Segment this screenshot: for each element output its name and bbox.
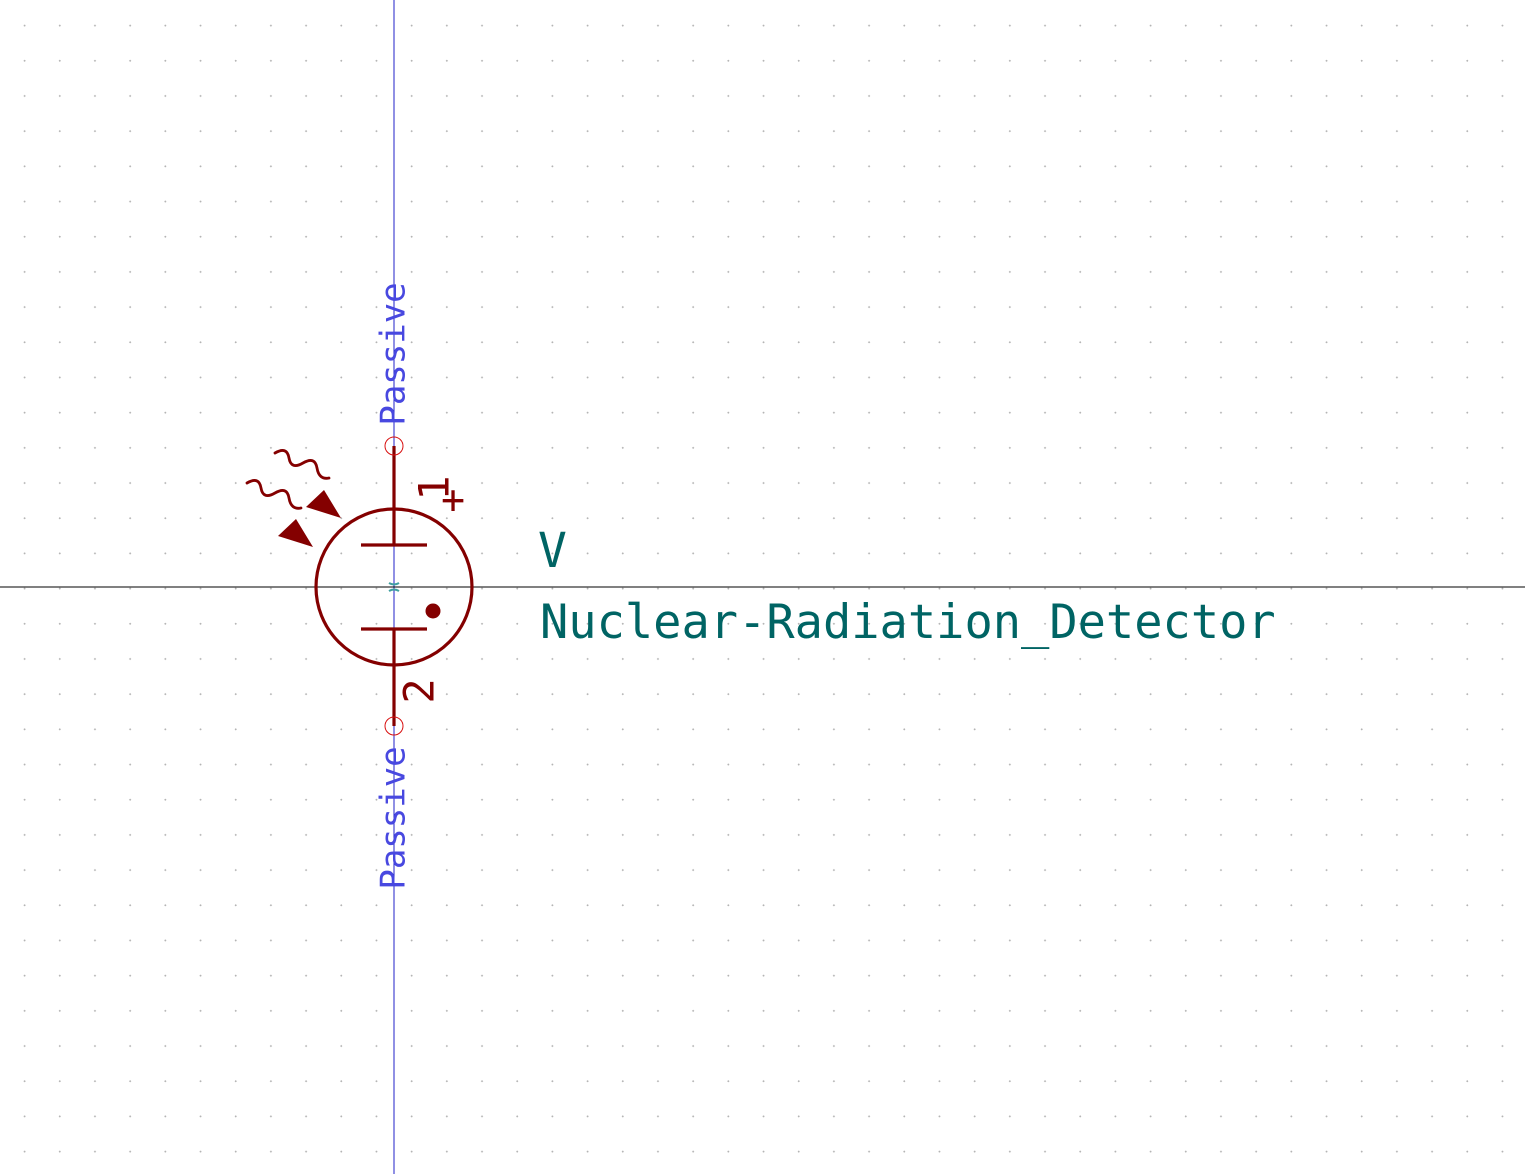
pin-1-electrical-type: Passive	[374, 282, 414, 425]
pin-1-number: 1	[410, 475, 459, 500]
pin-2-electrical-type: Passive	[374, 746, 414, 889]
reference-field[interactable]: V	[538, 523, 567, 579]
pin-2-number: 2	[395, 678, 444, 703]
gas-fill-dot	[426, 604, 441, 619]
radiation-wave-arrow-icon	[247, 450, 341, 547]
value-field[interactable]: Nuclear-Radiation_Detector	[540, 595, 1276, 650]
